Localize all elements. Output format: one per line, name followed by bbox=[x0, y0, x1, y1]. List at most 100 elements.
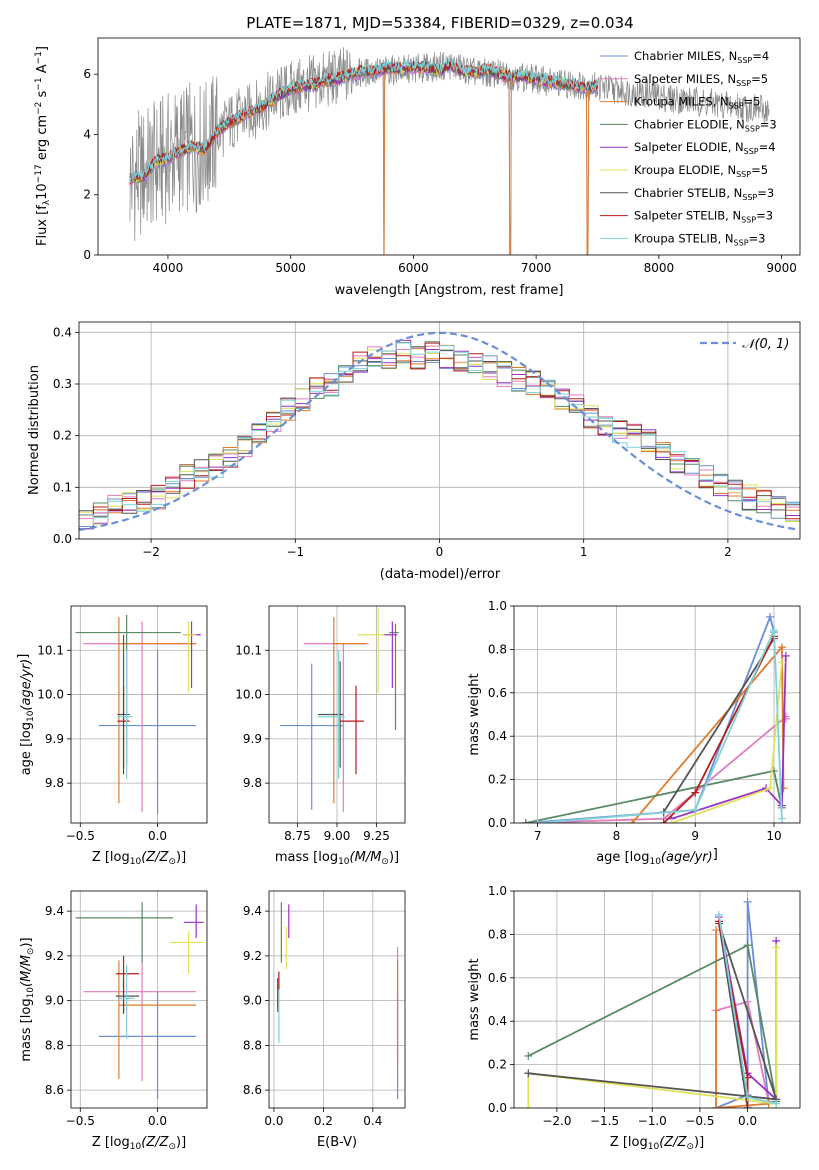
axes-weight-vs-Z: −2.0 −1.5 −1.0 −0.5 0.0 0.0 0.2 0.4 0.6 0.8 1.0 Z [… bbox=[467, 884, 801, 1152]
marker-plus bbox=[691, 788, 700, 797]
y-axis-label: Normed distribution bbox=[27, 365, 42, 495]
errorbar-kroupa-stelib bbox=[117, 650, 133, 779]
tick-label-y: 9.8 bbox=[45, 776, 64, 790]
marker-plus bbox=[777, 814, 786, 823]
errorbar-chabrier-elodie bbox=[389, 623, 399, 730]
x-axis-label: (data-model)/error bbox=[380, 567, 501, 582]
tick-label-x: 0 bbox=[436, 545, 444, 559]
tick-label-x: −2.0 bbox=[542, 1114, 571, 1128]
tick-label-y: 9.4 bbox=[45, 904, 64, 918]
axes-residuals: −2 −1 0 1 2 0.0 0.1 0.2 0.3 0.4 𝒩(0, 1) (data-model… bbox=[27, 321, 801, 582]
legend-label: Chabrier STELIB, NSSP=3 bbox=[634, 186, 774, 202]
tick-label-x: 0.0 bbox=[264, 1114, 283, 1128]
axes-frame bbox=[268, 890, 406, 1109]
tick-label-y: 2 bbox=[83, 188, 91, 202]
tick-label-x: 0.2 bbox=[314, 1114, 333, 1128]
weight-line-kroupa-miles bbox=[715, 930, 769, 1108]
tick-label-x: 10 bbox=[766, 829, 781, 843]
x-axis-label: Z [log10(Z/Z⊙)] bbox=[92, 1135, 186, 1152]
tick-label-y: 0.8 bbox=[488, 642, 507, 656]
marker-plus bbox=[781, 651, 790, 660]
tick-label-x: 0.0 bbox=[148, 1114, 167, 1128]
marker-plus bbox=[743, 897, 752, 906]
marker-plus bbox=[766, 612, 775, 621]
weight-line-chabrier-stelib bbox=[662, 638, 775, 813]
tick-label-y: 9.0 bbox=[45, 994, 64, 1008]
marker-plus bbox=[712, 926, 721, 935]
plot-area bbox=[71, 891, 207, 1108]
tick-label-y: 6 bbox=[83, 67, 91, 81]
axes-age-vs-mass: 8.75 9.00 9.25 9.8 9.9 10.0 10.1 mass [log10(M/… bbox=[235, 605, 406, 867]
x-axis-label: age [log10(age/yr)] bbox=[596, 847, 718, 867]
marker-plus bbox=[777, 643, 786, 652]
tick-label-x: 0.4 bbox=[363, 1114, 382, 1128]
axes-weight-vs-age: 7 8 9 10 0.0 0.2 0.4 0.6 0.8 1.0 age [log10(age/yr… bbox=[467, 599, 801, 867]
tick-label-y: 0.2 bbox=[53, 429, 72, 443]
y-axis-label: age [log10(age/yr)] bbox=[16, 654, 36, 776]
tick-label-x: −1.0 bbox=[638, 1114, 667, 1128]
plot-area bbox=[269, 606, 405, 823]
axes-spectrum: 4000 5000 6000 7000 8000 9000 0 2 4 6 Chabrier MIL… bbox=[34, 37, 801, 298]
tick-label-x: 9 bbox=[691, 829, 699, 843]
figure-title: PLATE=1871, MJD=53384, FIBERID=0329, z=0… bbox=[246, 14, 633, 32]
errorbar-salpeter-elodie bbox=[183, 621, 201, 688]
marker-plus bbox=[743, 1093, 752, 1102]
weight-line-salpeter-miles bbox=[525, 714, 787, 823]
tick-label-y: 8.6 bbox=[243, 1083, 262, 1097]
errorbar-kroupa-elodie bbox=[182, 621, 197, 693]
errorbar-kroupa-miles bbox=[333, 617, 366, 804]
tick-label-x: 7000 bbox=[521, 261, 552, 275]
x-axis-label: Z [log10(Z/Z⊙)] bbox=[92, 850, 186, 867]
tick-label-y: 0.4 bbox=[488, 1014, 507, 1028]
axes-age-vs-Z: −0.5 0.0 9.8 9.9 10.0 10.1 Z [log10(Z/Z⊙)] age … bbox=[16, 605, 208, 867]
errorbar-chabrier-miles bbox=[98, 650, 197, 815]
axes-mass-vs-Z: −0.5 0.0 8.6 8.8 9.0 9.2 9.4 Z [log10(Z/Z⊙)] mas… bbox=[19, 890, 208, 1152]
tick-label-y: 0.4 bbox=[53, 325, 72, 339]
plot-area bbox=[269, 891, 405, 1108]
weight-line-chabrier-miles bbox=[525, 613, 775, 823]
errorbar-chabrier-miles bbox=[280, 663, 344, 810]
errorbar-chabrier-stelib bbox=[318, 661, 344, 768]
tick-label-x: 5000 bbox=[275, 261, 306, 275]
errorbar-chabrier-miles bbox=[98, 991, 197, 1100]
marker-plus bbox=[628, 819, 637, 823]
normal-curve bbox=[79, 331, 798, 531]
plot-area bbox=[71, 606, 207, 823]
errorbar-salpeter-elodie bbox=[382, 621, 398, 688]
histogram-kroupa-stelib bbox=[79, 342, 800, 518]
tick-label-x: 1 bbox=[580, 545, 588, 559]
tick-label-x: −2 bbox=[142, 545, 160, 559]
tick-label-y: 0.4 bbox=[488, 729, 507, 743]
tick-label-x: 8.75 bbox=[284, 829, 311, 843]
marker-plus bbox=[743, 1104, 752, 1108]
marker-plus bbox=[659, 819, 668, 823]
legend-label: Chabrier ELODIE, NSSP=3 bbox=[634, 117, 777, 133]
weight-line-chabrier-stelib bbox=[528, 923, 778, 1108]
legend-label: 𝒩(0, 1) bbox=[742, 337, 789, 352]
tick-label-x: 8 bbox=[613, 829, 621, 843]
tick-label-x: 0.0 bbox=[148, 829, 167, 843]
legend-label: Kroupa MILES, NSSP=5 bbox=[634, 95, 760, 111]
tick-label-y: 8.8 bbox=[45, 1038, 64, 1052]
tick-label-x: −1 bbox=[286, 545, 304, 559]
tick-label-x: −1.5 bbox=[590, 1114, 619, 1128]
axes-frame bbox=[513, 890, 801, 1109]
axes-frame bbox=[70, 605, 208, 824]
model-line-kroupa-stelib bbox=[129, 58, 598, 182]
tick-label-x: −0.5 bbox=[66, 829, 95, 843]
tick-label-y: 10.1 bbox=[235, 643, 262, 657]
marker-plus bbox=[691, 805, 700, 814]
axes-frame bbox=[513, 605, 801, 824]
x-axis-label: mass [log10(M/M⊙)] bbox=[275, 850, 399, 867]
x-axis-label: Z [log10(Z/Z⊙)] bbox=[610, 1135, 704, 1152]
tick-label-y: 8.8 bbox=[243, 1038, 262, 1052]
marker-plus bbox=[714, 910, 723, 919]
legend-label: Salpeter MILES, NSSP=5 bbox=[634, 72, 768, 88]
tick-label-x: 2 bbox=[724, 545, 732, 559]
y-axis-label: Flux [fλ10−17 erg cm−2 s−1 A−1] bbox=[34, 46, 52, 246]
errorbar-salpeter-stelib bbox=[117, 685, 130, 775]
errorbar-salpeter-stelib bbox=[115, 955, 139, 1015]
tick-label-y: 8.6 bbox=[45, 1083, 64, 1097]
tick-label-y: 9.2 bbox=[45, 949, 64, 963]
